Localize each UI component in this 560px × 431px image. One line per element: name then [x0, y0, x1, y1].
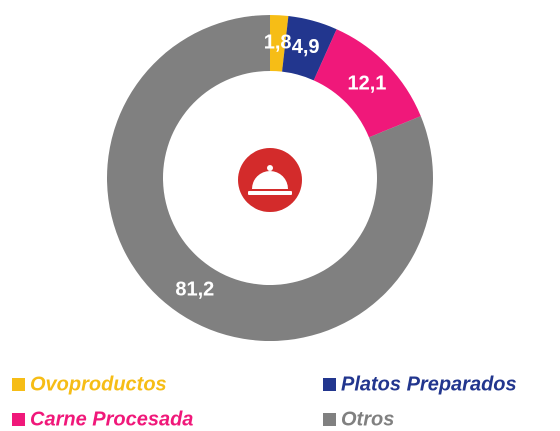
center-icon: [238, 148, 302, 212]
cloche: [252, 171, 288, 189]
legend-swatch: [12, 413, 25, 426]
legend-label: Otros: [341, 408, 394, 430]
cloche-plate: [248, 191, 292, 195]
legend-label: Platos Preparados: [341, 373, 517, 395]
donut-slice: [270, 15, 289, 72]
legend-swatch: [12, 378, 25, 391]
legend-label: Carne Procesada: [30, 408, 193, 430]
cloche-knob: [267, 165, 273, 171]
legend-swatch: [323, 378, 336, 391]
legend-swatch: [323, 413, 336, 426]
data-label: 1,8: [264, 31, 292, 53]
data-label: 81,2: [175, 278, 214, 300]
donut-slice: [107, 15, 434, 341]
data-label: 4,9: [292, 36, 320, 58]
data-label: 12,1: [347, 72, 386, 94]
donut-slice: [282, 16, 337, 81]
legend-label: Ovoproductos: [30, 373, 167, 395]
donut-slice: [313, 29, 421, 138]
